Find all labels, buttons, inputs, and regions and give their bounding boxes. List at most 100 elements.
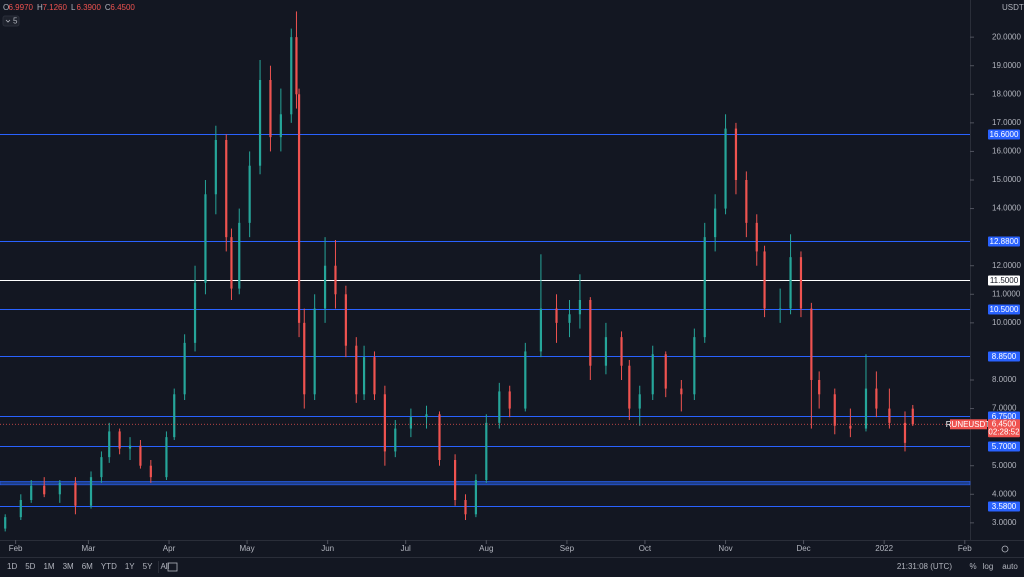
candle-body xyxy=(703,237,706,338)
axis-layer: 3.0000 4.0000 5.0000 7.0000 8.0000 10.0000 11.… xyxy=(9,32,1022,553)
candle-body xyxy=(568,314,571,323)
candle-body xyxy=(693,337,696,395)
ohlc-value: 6.3900 xyxy=(76,3,101,12)
scale-option[interactable]: auto xyxy=(1002,562,1018,571)
candle-body xyxy=(638,394,641,409)
candle-body xyxy=(383,394,386,452)
candle-body xyxy=(43,485,46,495)
candle-body xyxy=(589,300,592,366)
scale-option[interactable]: log xyxy=(983,562,994,571)
x-tick-label: Apr xyxy=(163,544,176,553)
range-button[interactable]: 1M xyxy=(43,562,54,571)
range-button[interactable]: 6M xyxy=(82,562,93,571)
candle-body xyxy=(362,357,366,395)
candle-body xyxy=(373,357,376,395)
interval: 5 xyxy=(13,17,18,26)
candle-body xyxy=(508,391,511,409)
candle-body xyxy=(724,128,727,209)
candle-body xyxy=(279,114,282,138)
level-label: 12.8800 xyxy=(990,237,1019,246)
ohlc-letter: C xyxy=(105,3,111,12)
x-tick-label: Mar xyxy=(82,544,96,553)
candle-body xyxy=(248,165,251,223)
scale-option[interactable]: % xyxy=(969,562,976,571)
settings-icon[interactable] xyxy=(1001,545,1009,553)
y-tick-label: 15.0000 xyxy=(992,175,1021,184)
candle-body xyxy=(409,417,412,429)
candle-body xyxy=(833,394,836,426)
candle-body xyxy=(89,477,93,506)
x-tick-label: Oct xyxy=(639,544,652,553)
candle-body xyxy=(498,391,501,423)
candle-body xyxy=(149,465,152,478)
level-label: 3.5800 xyxy=(992,502,1017,511)
y-tick-label: 11.0000 xyxy=(992,289,1021,298)
candle-body xyxy=(664,354,667,389)
candle-body xyxy=(193,282,197,343)
range-button[interactable]: 5Y xyxy=(143,562,153,571)
zone-layer xyxy=(0,481,971,486)
date-range-icon[interactable] xyxy=(167,562,178,572)
candle-body xyxy=(74,482,77,506)
candle-body xyxy=(100,457,103,478)
candles-layer xyxy=(0,11,970,532)
level-label: 16.6000 xyxy=(990,130,1019,139)
clock: 21:31:08 (UTC) xyxy=(897,562,952,571)
ohlc-value: 7.1260 xyxy=(42,3,67,12)
ohlc-letter: O xyxy=(3,3,9,12)
range-button[interactable]: YTD xyxy=(101,562,117,571)
candle-body xyxy=(344,294,347,346)
candle-body xyxy=(875,388,878,409)
y-tick-label: 20.0000 xyxy=(992,32,1021,41)
range-button[interactable]: 1D xyxy=(7,562,17,571)
y-tick-label: 5.0000 xyxy=(992,461,1017,470)
x-tick-label: Feb xyxy=(9,544,23,553)
candle-body xyxy=(763,251,766,309)
range-button[interactable]: 1Y xyxy=(125,562,135,571)
range-button[interactable]: 5D xyxy=(25,562,35,571)
candle-body xyxy=(297,94,301,323)
x-tick-label: Aug xyxy=(479,544,493,553)
candle-body xyxy=(524,351,527,409)
candle-body xyxy=(714,208,717,238)
candle-body xyxy=(818,380,821,395)
candle-body xyxy=(173,394,176,438)
range-button[interactable]: All xyxy=(160,562,169,571)
level-label: 6.7500 xyxy=(992,412,1017,421)
interval-badge[interactable] xyxy=(2,15,20,27)
candle-body xyxy=(604,337,608,366)
x-tick-label: Nov xyxy=(718,544,732,553)
level-label-box xyxy=(988,441,1020,452)
x-tick-label: Jul xyxy=(401,544,411,553)
ohlc-letter: L xyxy=(71,3,76,12)
candle-body xyxy=(139,445,142,466)
candle-body xyxy=(474,480,477,515)
x-tick-label: Sep xyxy=(560,544,575,553)
level-label-box xyxy=(988,351,1020,362)
y-tick-label: 8.0000 xyxy=(992,375,1017,384)
range-button[interactable]: 3M xyxy=(63,562,74,571)
level-label-box xyxy=(988,501,1020,512)
candle-body xyxy=(108,431,111,458)
level-label-box xyxy=(988,275,1020,286)
candle-body xyxy=(888,408,891,423)
y-tick-label: 16.0000 xyxy=(992,147,1021,156)
candle-body xyxy=(313,308,316,395)
candle-body xyxy=(225,140,228,238)
level-label: 5.7000 xyxy=(992,442,1017,451)
candle-body xyxy=(165,437,168,478)
candle-body xyxy=(539,308,543,352)
candle-body xyxy=(394,428,397,452)
candle-body xyxy=(438,414,441,460)
symbol-tag: RUNEUSDT xyxy=(946,420,991,429)
candle-body xyxy=(183,342,186,395)
y-tick-label: 4.0000 xyxy=(992,489,1017,498)
candle-body xyxy=(903,422,907,443)
y-tick-label: 14.0000 xyxy=(992,204,1021,213)
candle-body xyxy=(323,265,327,309)
candle-body xyxy=(745,180,748,223)
candle-body xyxy=(290,37,293,115)
candle-body xyxy=(464,500,467,515)
